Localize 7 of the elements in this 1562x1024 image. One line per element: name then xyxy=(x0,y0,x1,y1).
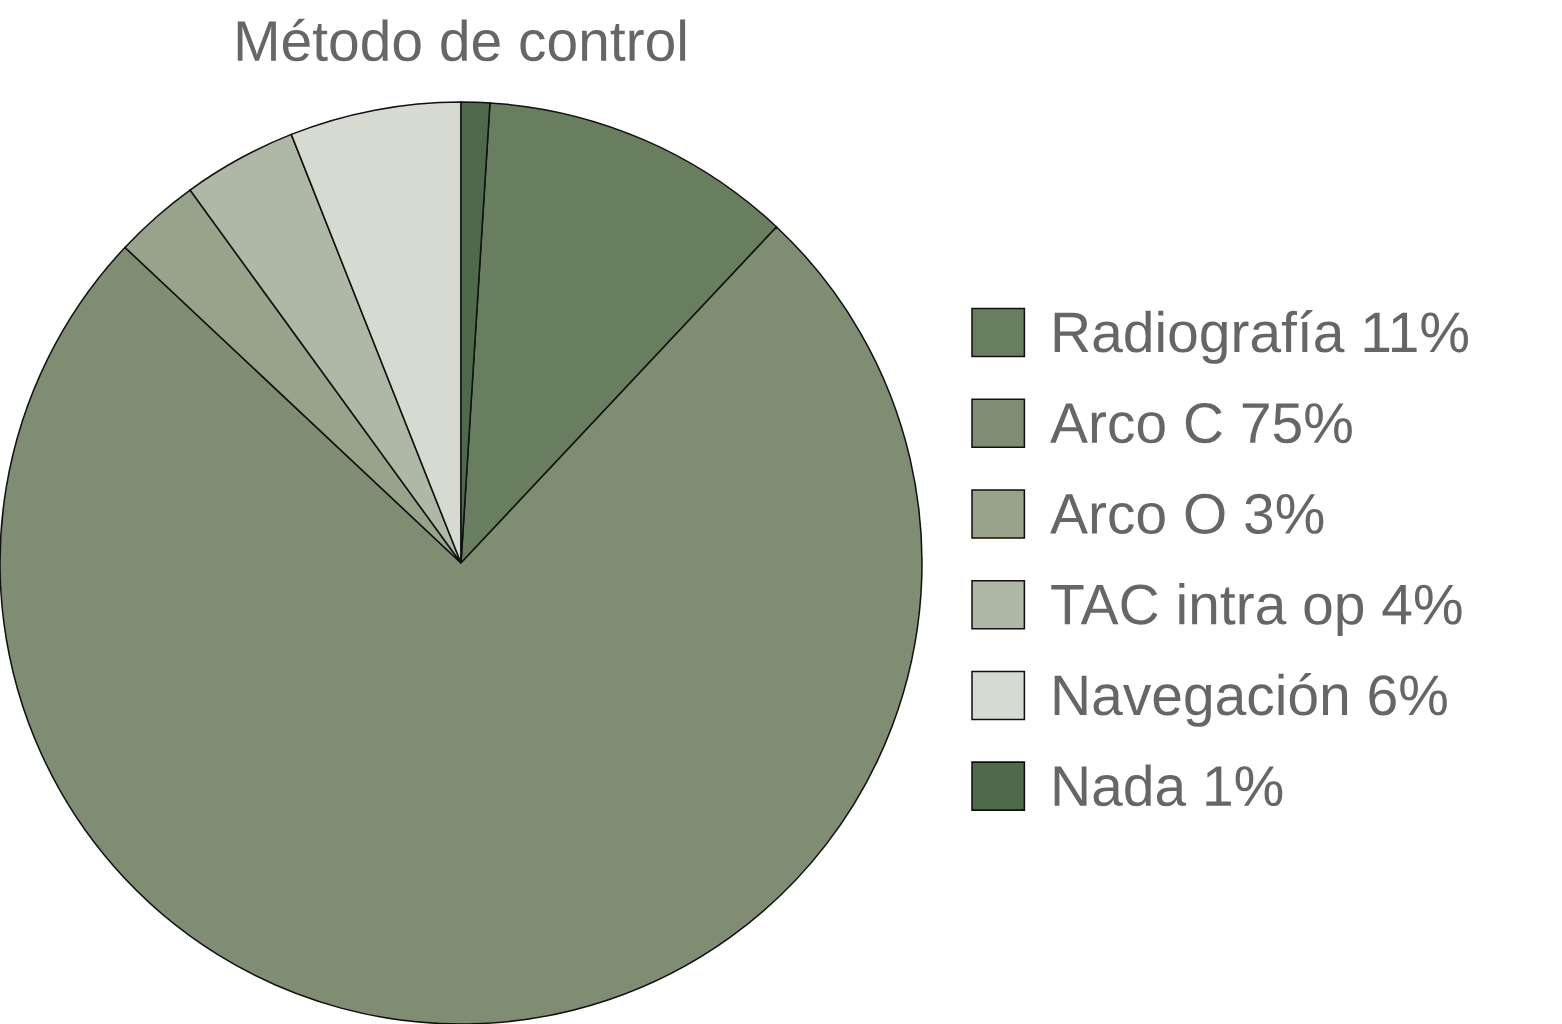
legend-label: Arco O 3% xyxy=(1050,493,1324,535)
legend-label: Radiografía 11% xyxy=(1054,310,1468,364)
legend-label: Arco C 75% xyxy=(1050,403,1352,444)
legend-label: TAC intra op 4% xyxy=(1051,583,1462,637)
legend-label: Nada 1% xyxy=(1054,764,1283,807)
legend-label: Navegación 6% xyxy=(1054,673,1447,727)
chart-title: Método de control xyxy=(237,18,686,62)
